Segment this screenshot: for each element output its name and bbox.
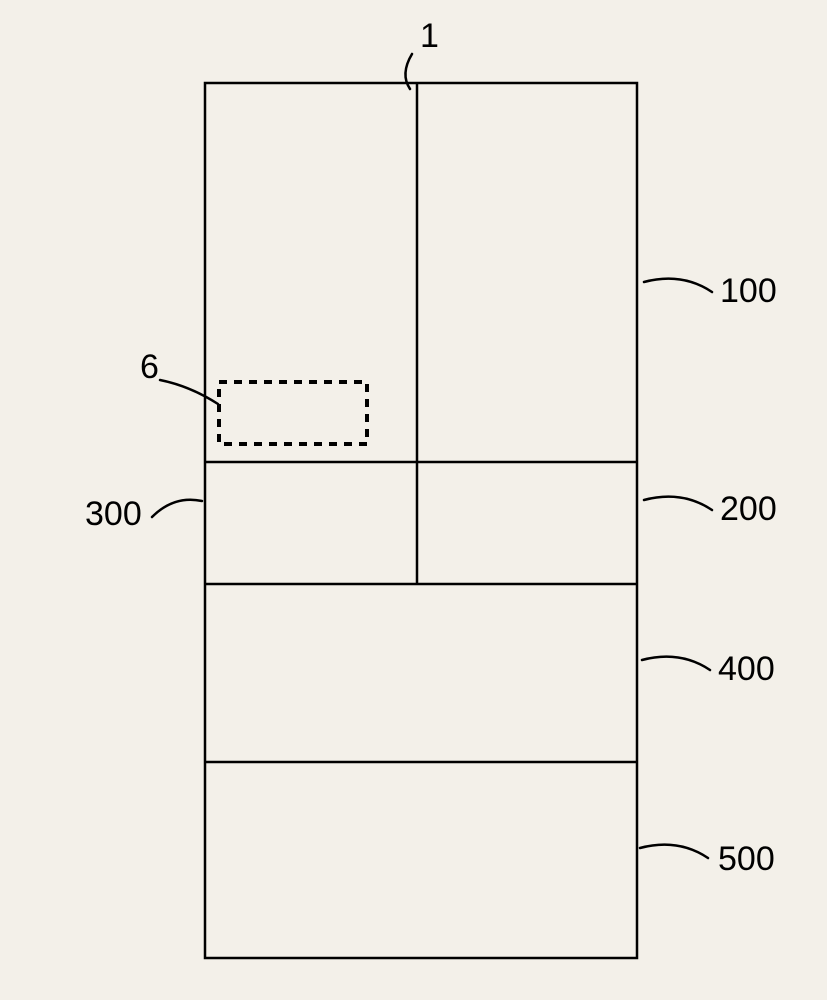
label-300: 300 [85, 495, 142, 533]
label-100: 100 [720, 272, 777, 310]
label-400: 400 [718, 650, 775, 688]
label-500: 500 [718, 840, 775, 878]
label-1: 1 [420, 17, 439, 55]
label-200: 200 [720, 490, 777, 528]
label-6: 6 [140, 348, 159, 386]
